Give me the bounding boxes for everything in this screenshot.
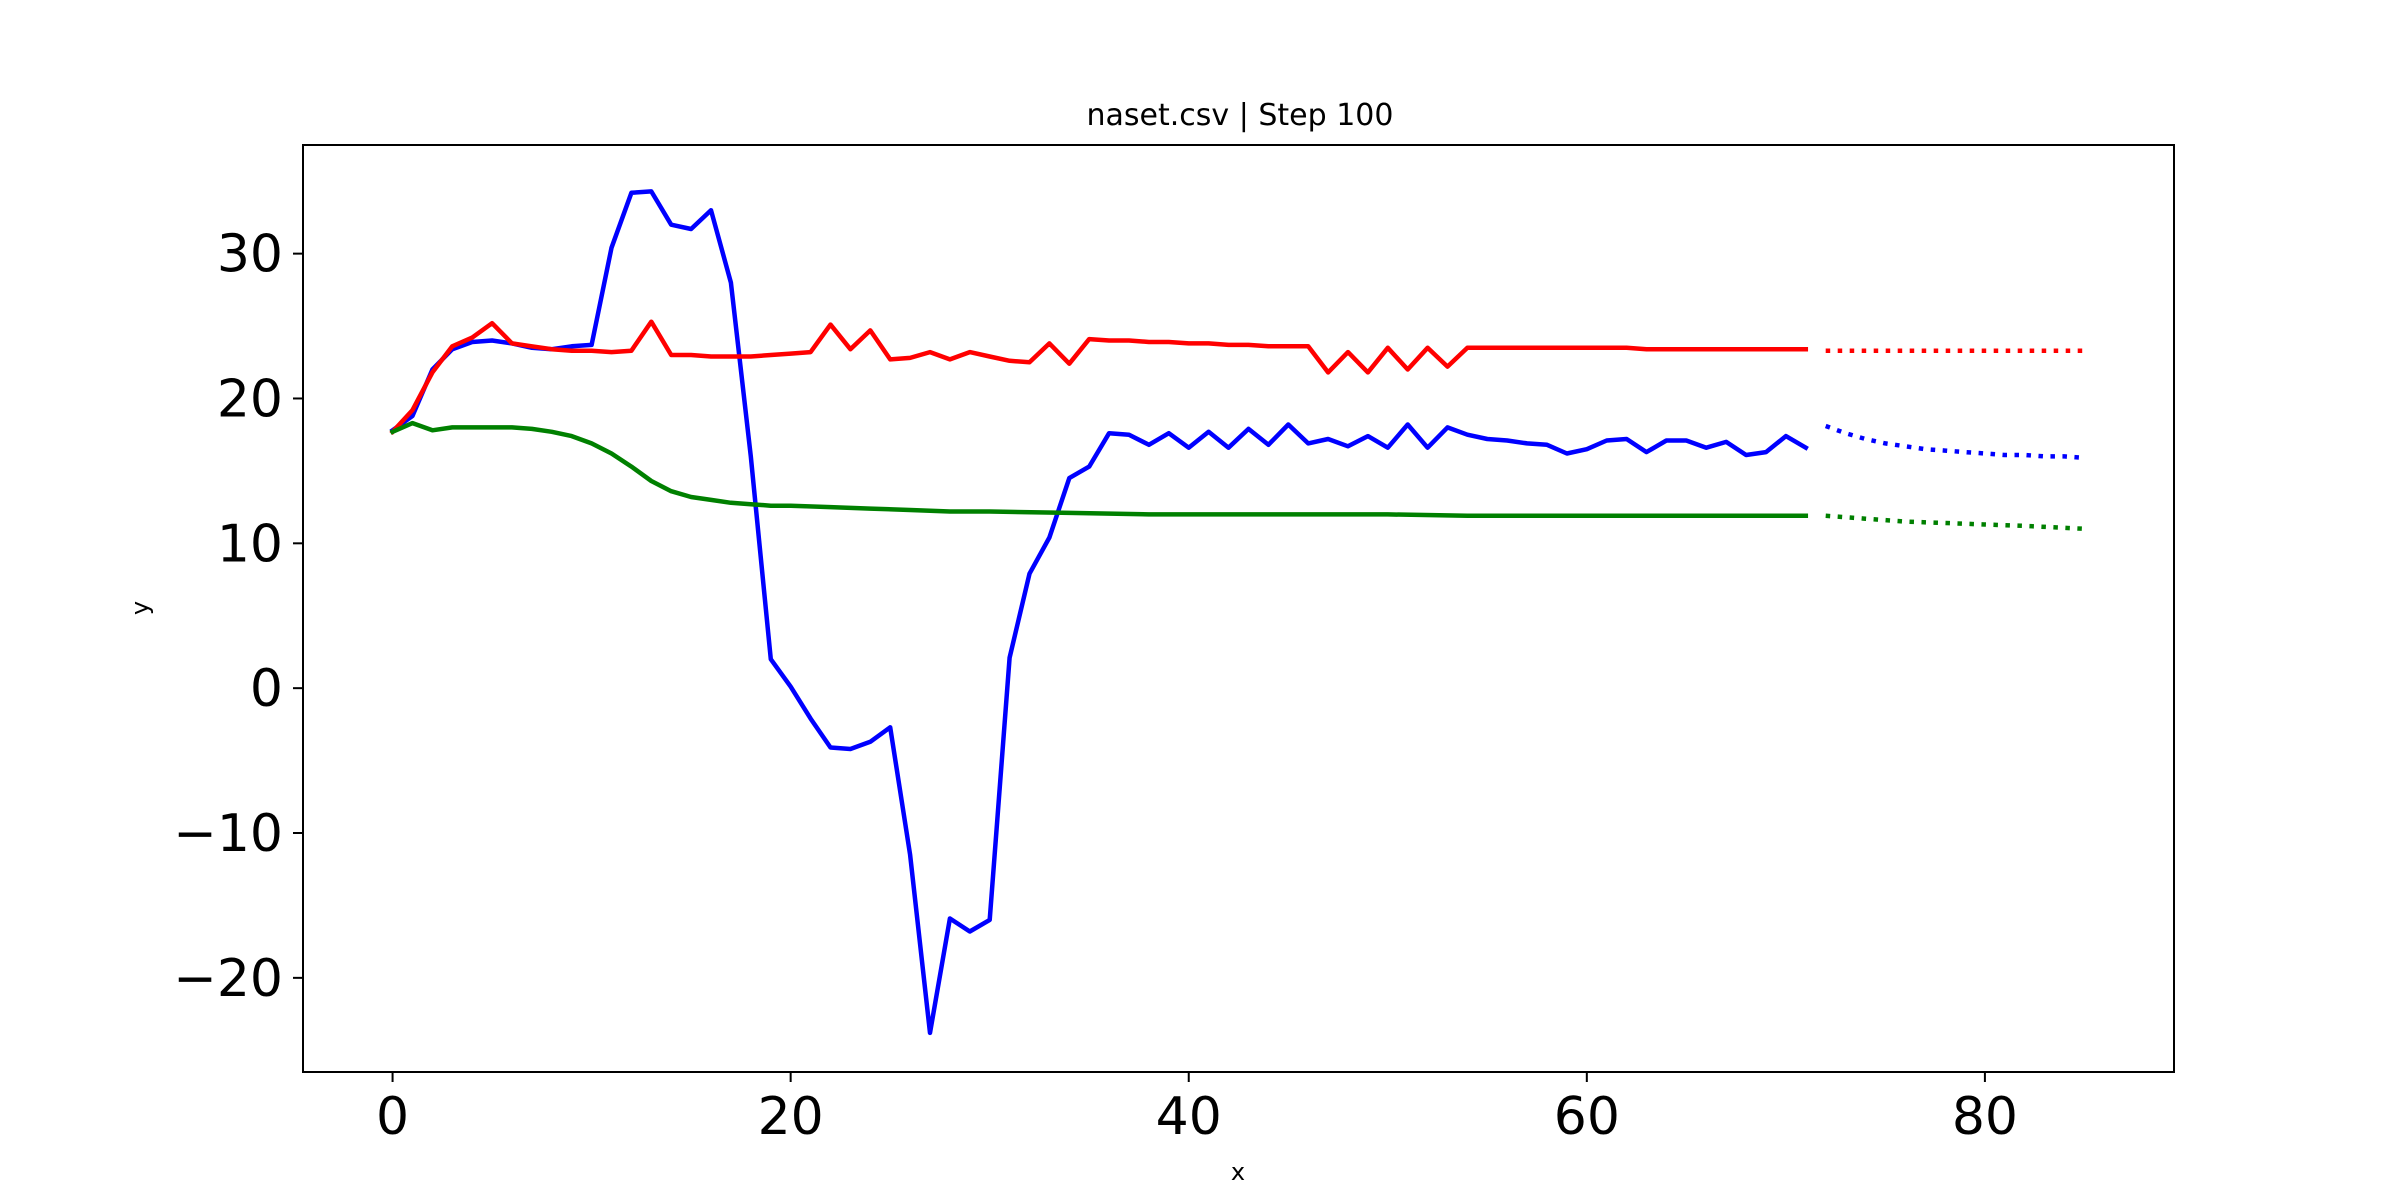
x-tick-label: 80 bbox=[1952, 1087, 2018, 1147]
chart-title: naset.csv | Step 100 bbox=[1087, 98, 1394, 133]
y-tick-label: 0 bbox=[250, 659, 283, 719]
x-tick-label: 60 bbox=[1554, 1087, 1620, 1147]
x-tick-label: 0 bbox=[376, 1087, 409, 1147]
y-tick-label: 30 bbox=[217, 225, 283, 285]
y-tick-label: 10 bbox=[217, 514, 283, 574]
y-tick-label: 20 bbox=[217, 369, 283, 429]
x-tick-label: 40 bbox=[1156, 1087, 1222, 1147]
y-tick-label: −10 bbox=[173, 804, 283, 864]
y-axis-label: y bbox=[126, 601, 154, 615]
x-axis-label: x bbox=[1231, 1158, 1245, 1186]
y-tick-label: −20 bbox=[173, 949, 283, 1009]
x-tick-label: 20 bbox=[758, 1087, 824, 1147]
